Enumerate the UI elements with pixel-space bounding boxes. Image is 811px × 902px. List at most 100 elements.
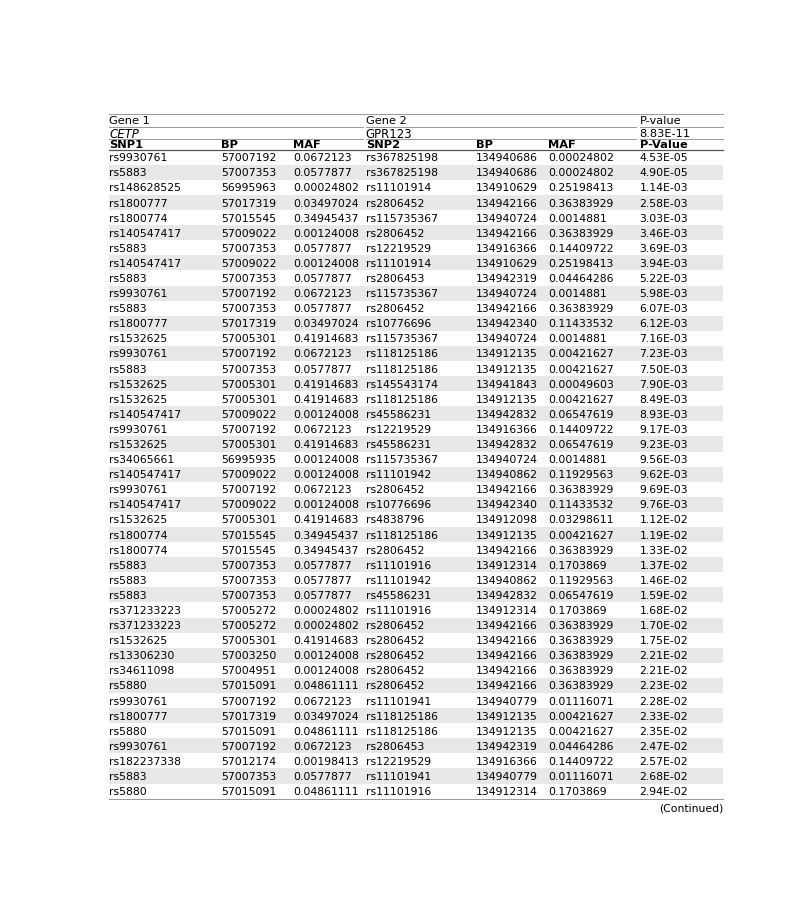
Text: 134940862: 134940862 xyxy=(475,575,537,585)
Text: 0.0577877: 0.0577877 xyxy=(293,560,352,570)
Text: 0.41914683: 0.41914683 xyxy=(293,439,358,449)
Text: rs12219529: rs12219529 xyxy=(366,425,431,435)
Text: 134940686: 134940686 xyxy=(475,168,537,179)
Text: 5.22E-03: 5.22E-03 xyxy=(639,273,688,283)
Text: 8.93E-03: 8.93E-03 xyxy=(639,410,688,419)
Text: 134916366: 134916366 xyxy=(475,425,537,435)
Text: 0.00024802: 0.00024802 xyxy=(293,183,359,193)
Text: rs140547417: rs140547417 xyxy=(109,228,181,238)
Text: rs140547417: rs140547417 xyxy=(109,259,181,269)
Text: 0.0014881: 0.0014881 xyxy=(547,289,607,299)
Text: 57007192: 57007192 xyxy=(221,484,276,494)
Text: Gene 2: Gene 2 xyxy=(366,116,406,126)
Text: rs2806452: rs2806452 xyxy=(366,484,423,494)
Text: 0.00124008: 0.00124008 xyxy=(293,666,359,676)
Text: 7.90E-03: 7.90E-03 xyxy=(639,379,688,389)
FancyBboxPatch shape xyxy=(109,115,723,128)
Text: 2.58E-03: 2.58E-03 xyxy=(639,198,688,208)
Text: 0.00024802: 0.00024802 xyxy=(547,153,613,163)
Text: rs5883: rs5883 xyxy=(109,364,147,374)
Text: 57005301: 57005301 xyxy=(221,379,276,389)
Text: 1.75E-02: 1.75E-02 xyxy=(639,636,688,646)
Text: rs367825198: rs367825198 xyxy=(366,153,437,163)
FancyBboxPatch shape xyxy=(109,346,723,362)
FancyBboxPatch shape xyxy=(109,241,723,256)
Text: 57017319: 57017319 xyxy=(221,319,276,329)
Text: 0.0672123: 0.0672123 xyxy=(293,741,352,751)
Text: 57005301: 57005301 xyxy=(221,334,276,344)
Text: rs45586231: rs45586231 xyxy=(366,439,431,449)
Text: 0.14409722: 0.14409722 xyxy=(547,425,613,435)
Text: 4.90E-05: 4.90E-05 xyxy=(639,168,688,179)
Text: 2.21E-02: 2.21E-02 xyxy=(639,666,688,676)
Text: 134942166: 134942166 xyxy=(475,228,537,238)
Text: 134940724: 134940724 xyxy=(475,334,537,344)
Text: 57005301: 57005301 xyxy=(221,439,276,449)
Text: 2.68E-02: 2.68E-02 xyxy=(639,771,688,781)
Text: 134912314: 134912314 xyxy=(475,605,537,615)
Text: rs9930761: rs9930761 xyxy=(109,289,167,299)
Text: 7.16E-03: 7.16E-03 xyxy=(639,334,688,344)
Text: rs2806452: rs2806452 xyxy=(366,228,423,238)
Text: rs1800774: rs1800774 xyxy=(109,214,167,224)
Text: rs5880: rs5880 xyxy=(109,681,147,691)
Text: 4.53E-05: 4.53E-05 xyxy=(639,153,688,163)
Text: 9.62E-03: 9.62E-03 xyxy=(639,470,688,480)
Text: rs5880: rs5880 xyxy=(109,726,147,736)
Text: 0.0014881: 0.0014881 xyxy=(547,214,607,224)
FancyBboxPatch shape xyxy=(109,407,723,422)
Text: 0.11929563: 0.11929563 xyxy=(547,470,613,480)
Text: 0.36383929: 0.36383929 xyxy=(547,636,613,646)
Text: 134910629: 134910629 xyxy=(475,259,537,269)
Text: 134912314: 134912314 xyxy=(475,787,537,796)
Text: 134940686: 134940686 xyxy=(475,153,537,163)
Text: 0.00198413: 0.00198413 xyxy=(293,756,358,766)
Text: 57007192: 57007192 xyxy=(221,349,276,359)
Text: 0.0577877: 0.0577877 xyxy=(293,590,352,600)
Text: rs5883: rs5883 xyxy=(109,771,147,781)
Text: 134942166: 134942166 xyxy=(475,198,537,208)
FancyBboxPatch shape xyxy=(109,467,723,483)
Text: 0.00124008: 0.00124008 xyxy=(293,455,359,465)
Text: 57015091: 57015091 xyxy=(221,726,276,736)
Text: SNP2: SNP2 xyxy=(366,140,399,150)
Text: 8.49E-03: 8.49E-03 xyxy=(639,394,688,404)
Text: 134942166: 134942166 xyxy=(475,621,537,630)
FancyBboxPatch shape xyxy=(109,317,723,331)
FancyBboxPatch shape xyxy=(109,663,723,678)
Text: 57007353: 57007353 xyxy=(221,304,276,314)
Text: rs5883: rs5883 xyxy=(109,560,147,570)
Text: 0.1703869: 0.1703869 xyxy=(547,787,606,796)
FancyBboxPatch shape xyxy=(109,452,723,467)
Text: 134942832: 134942832 xyxy=(475,410,537,419)
Text: rs9930761: rs9930761 xyxy=(109,484,167,494)
Text: 3.94E-03: 3.94E-03 xyxy=(639,259,688,269)
Text: 134942832: 134942832 xyxy=(475,590,537,600)
FancyBboxPatch shape xyxy=(109,256,723,272)
Text: 0.06547619: 0.06547619 xyxy=(547,590,613,600)
Text: rs1800777: rs1800777 xyxy=(109,198,167,208)
Text: rs115735367: rs115735367 xyxy=(366,334,437,344)
Text: 57007192: 57007192 xyxy=(221,153,276,163)
Text: 0.36383929: 0.36383929 xyxy=(547,666,613,676)
Text: 0.04464286: 0.04464286 xyxy=(547,741,613,751)
Text: 0.06547619: 0.06547619 xyxy=(547,410,613,419)
Text: 0.01116071: 0.01116071 xyxy=(547,695,613,705)
Text: rs45586231: rs45586231 xyxy=(366,590,431,600)
FancyBboxPatch shape xyxy=(109,226,723,241)
Text: 0.04861111: 0.04861111 xyxy=(293,726,358,736)
Text: rs118125186: rs118125186 xyxy=(366,711,437,721)
Text: 134912135: 134912135 xyxy=(475,711,537,721)
Text: 1.37E-02: 1.37E-02 xyxy=(639,560,688,570)
FancyBboxPatch shape xyxy=(109,272,723,286)
Text: 134916366: 134916366 xyxy=(475,756,537,766)
FancyBboxPatch shape xyxy=(109,753,723,769)
Text: 57009022: 57009022 xyxy=(221,500,276,510)
Text: 0.36383929: 0.36383929 xyxy=(547,545,613,555)
FancyBboxPatch shape xyxy=(109,362,723,377)
Text: 0.00124008: 0.00124008 xyxy=(293,500,359,510)
Text: 0.0577877: 0.0577877 xyxy=(293,575,352,585)
Text: rs1532625: rs1532625 xyxy=(109,515,167,525)
FancyBboxPatch shape xyxy=(109,557,723,573)
Text: 56995963: 56995963 xyxy=(221,183,276,193)
